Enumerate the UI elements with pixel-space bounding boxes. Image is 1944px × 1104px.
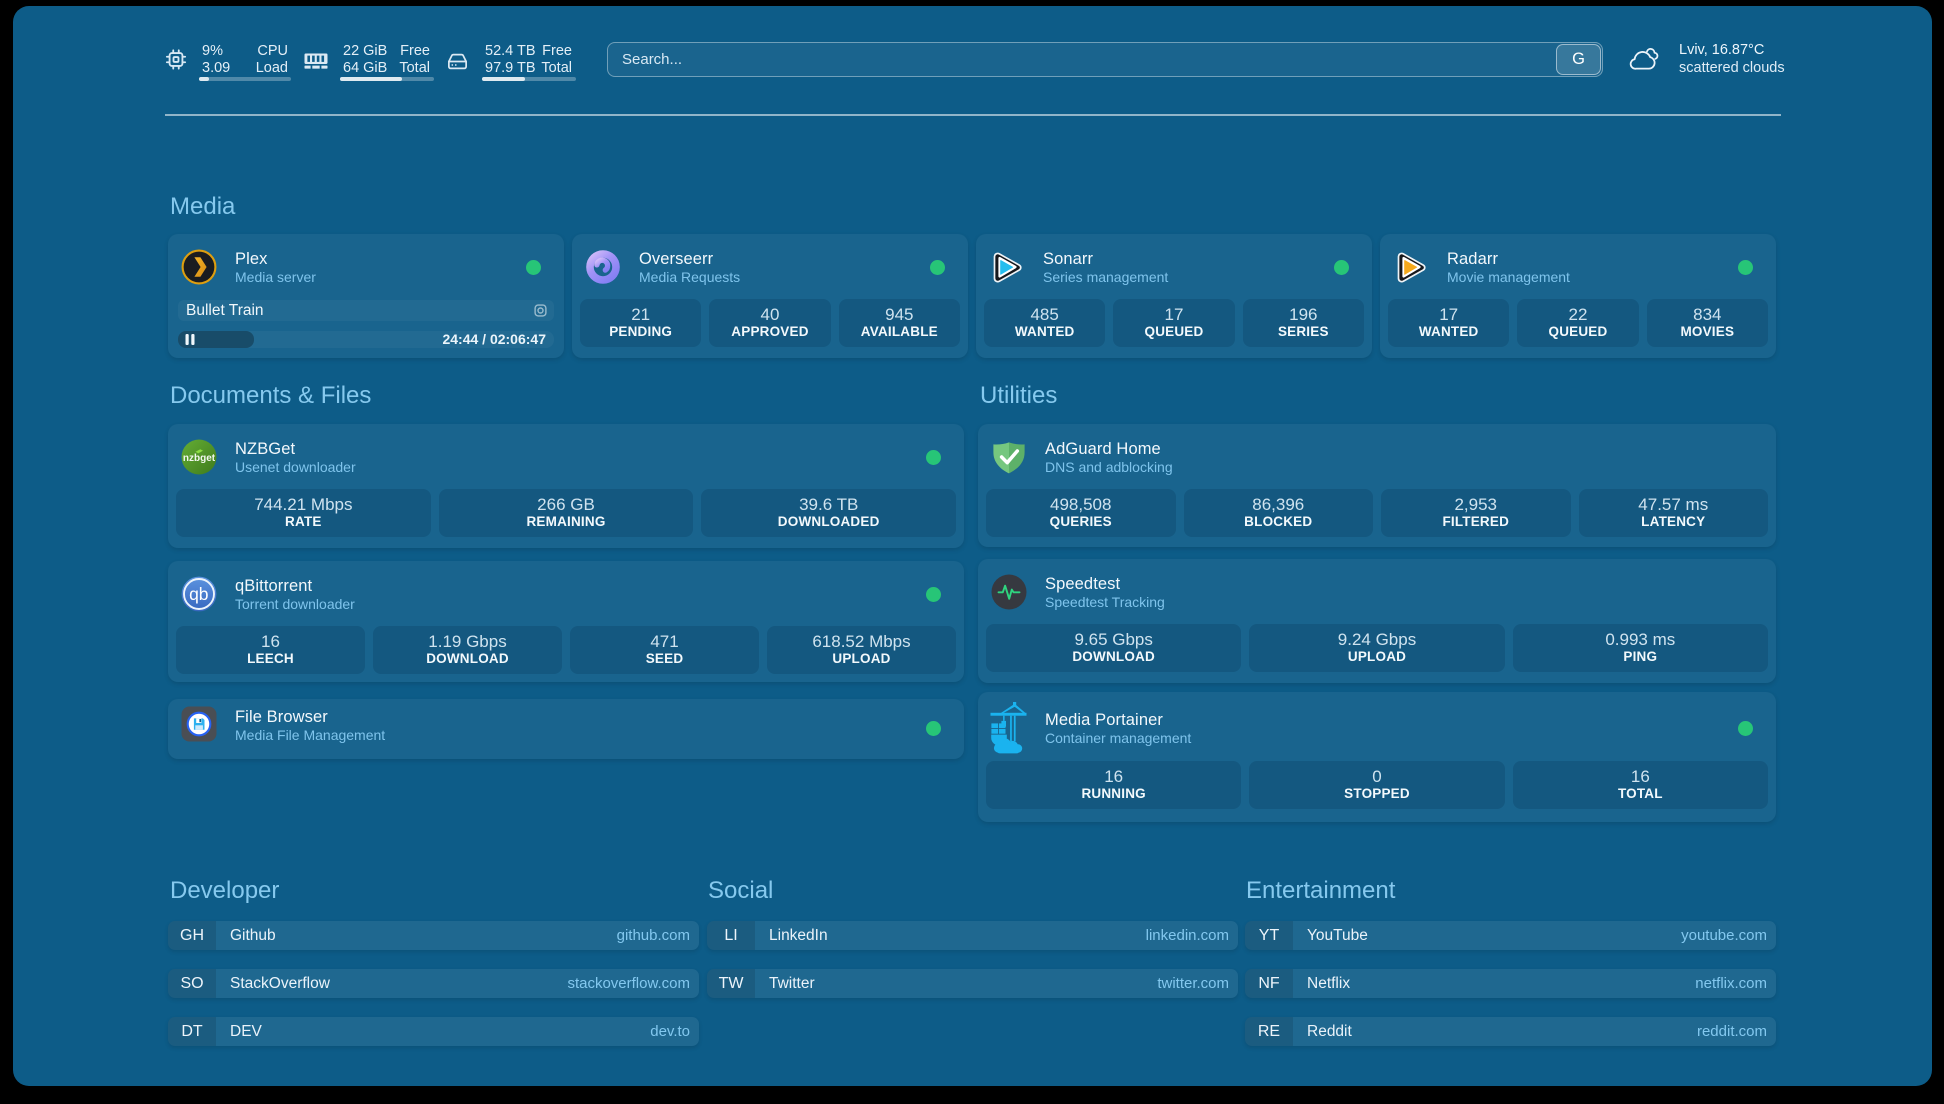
svg-text:nzbget: nzbget <box>183 453 216 464</box>
svg-text:qb: qb <box>189 584 208 604</box>
